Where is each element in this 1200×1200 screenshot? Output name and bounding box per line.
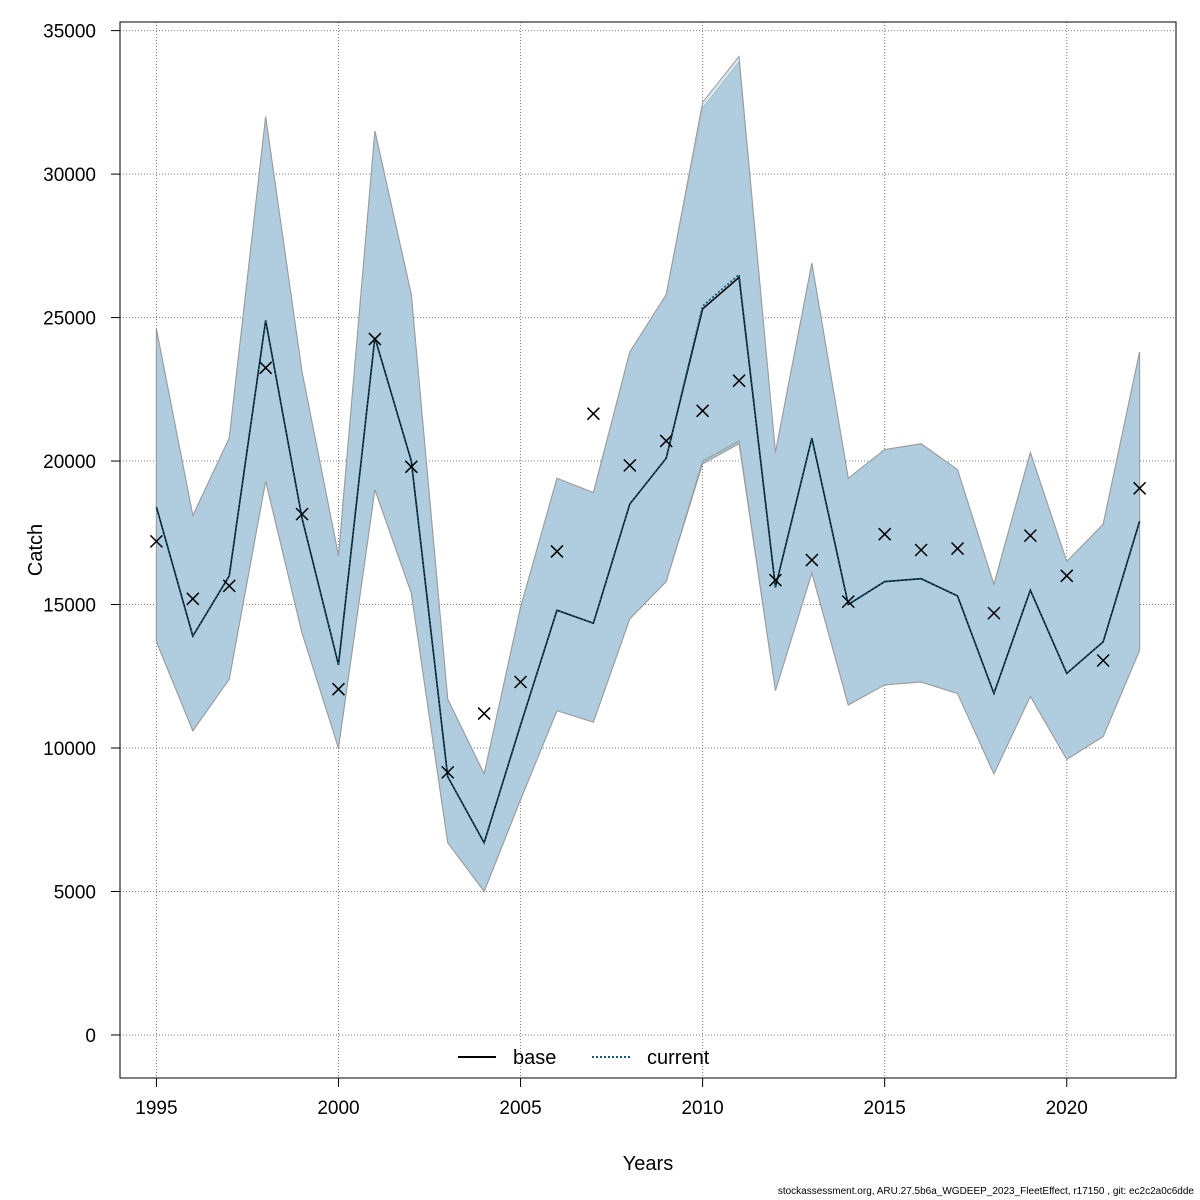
observed-point bbox=[914, 543, 928, 557]
observed-point bbox=[768, 573, 782, 587]
observed-point bbox=[841, 595, 855, 609]
observed-point bbox=[586, 407, 600, 421]
estimate-lines bbox=[155, 272, 1141, 845]
y-tick-label: 0 bbox=[85, 1026, 96, 1047]
observed-point bbox=[404, 460, 418, 474]
x-axis-title: Years bbox=[623, 1153, 673, 1175]
observed-point bbox=[1023, 529, 1037, 543]
observed-point bbox=[222, 579, 236, 593]
observed-point bbox=[1060, 569, 1074, 583]
y-tick-label: 15000 bbox=[43, 596, 96, 617]
y-axis: 0 5000 10000 15000 20000 25000 30000 35000 bbox=[43, 22, 121, 1047]
x-axis: 1995 2000 2005 2010 2015 2020 bbox=[135, 1077, 1088, 1119]
legend-label-base: base bbox=[513, 1047, 556, 1069]
observed-point bbox=[514, 675, 528, 689]
x-tick-label: 2015 bbox=[864, 1098, 906, 1119]
observed-point bbox=[331, 682, 346, 696]
series-line-current bbox=[155, 272, 1141, 845]
x-tick-label: 2005 bbox=[499, 1098, 541, 1119]
y-tick-label: 10000 bbox=[43, 739, 96, 760]
y-tick-label: 5000 bbox=[54, 882, 96, 903]
x-tick-label: 2020 bbox=[1046, 1098, 1088, 1119]
observed-point bbox=[186, 592, 200, 606]
y-axis-title: Catch bbox=[25, 524, 47, 576]
observed-point bbox=[696, 404, 710, 418]
observed-point bbox=[1133, 481, 1147, 495]
observed-point bbox=[295, 507, 309, 521]
x-tick-label: 2010 bbox=[681, 1098, 723, 1119]
observed-point bbox=[441, 765, 455, 779]
y-tick-label: 20000 bbox=[43, 452, 96, 473]
observed-point bbox=[987, 606, 1001, 620]
confidence-band-current bbox=[155, 55, 1141, 893]
y-tick-label: 25000 bbox=[43, 309, 96, 330]
observed-point bbox=[805, 553, 819, 567]
x-tick-label: 2000 bbox=[317, 1098, 359, 1119]
observed-point bbox=[732, 374, 746, 388]
observed-point bbox=[368, 332, 382, 346]
observed-point bbox=[259, 361, 273, 375]
y-tick-label: 35000 bbox=[43, 22, 96, 43]
observed-points bbox=[149, 332, 1147, 779]
observed-point bbox=[950, 542, 965, 556]
observed-point bbox=[477, 707, 491, 721]
observed-point bbox=[878, 527, 892, 541]
observed-point bbox=[1096, 653, 1110, 668]
observed-point bbox=[149, 534, 163, 548]
legend-label-current: current bbox=[647, 1047, 710, 1069]
observed-point bbox=[550, 544, 564, 558]
observed-point bbox=[659, 434, 673, 448]
y-tick-label: 30000 bbox=[43, 165, 96, 186]
observed-point bbox=[623, 458, 637, 472]
footer-credit: stockassessment.org, ARU.27.5b6a_WGDEEP_… bbox=[777, 1186, 1194, 1197]
grid-lines bbox=[120, 22, 1176, 1078]
legend: base current bbox=[458, 1047, 710, 1069]
x-tick-label: 1995 bbox=[135, 1098, 177, 1119]
confidence-bands bbox=[155, 55, 1141, 893]
